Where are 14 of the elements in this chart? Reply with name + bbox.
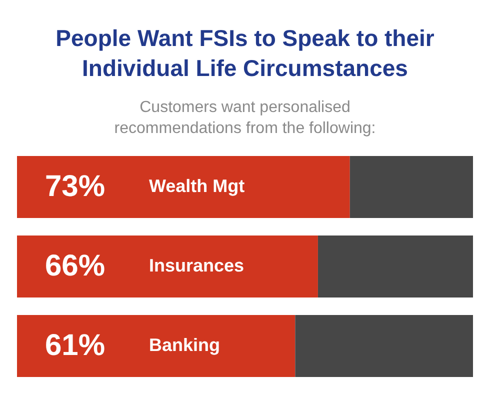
- chart-subtitle: Customers want personalised recommendations from the following:: [114, 99, 376, 137]
- chart-title: People Want FSIs to Speak to their Individual Life Circumstances: [56, 25, 434, 81]
- bar: [17, 235, 318, 298]
- data-label: 61%: [45, 328, 106, 362]
- y-tick-label: Insurances: [149, 256, 244, 276]
- y-tick-label: Wealth Mgt: [149, 176, 245, 196]
- bar: [350, 156, 473, 218]
- bar: [17, 156, 350, 218]
- bar: [17, 314, 296, 377]
- bar: [295, 314, 473, 377]
- bar: [318, 235, 473, 298]
- y-tick-label: Banking: [149, 334, 220, 355]
- data-label: 66%: [45, 250, 106, 282]
- data-label: 73%: [45, 170, 106, 204]
